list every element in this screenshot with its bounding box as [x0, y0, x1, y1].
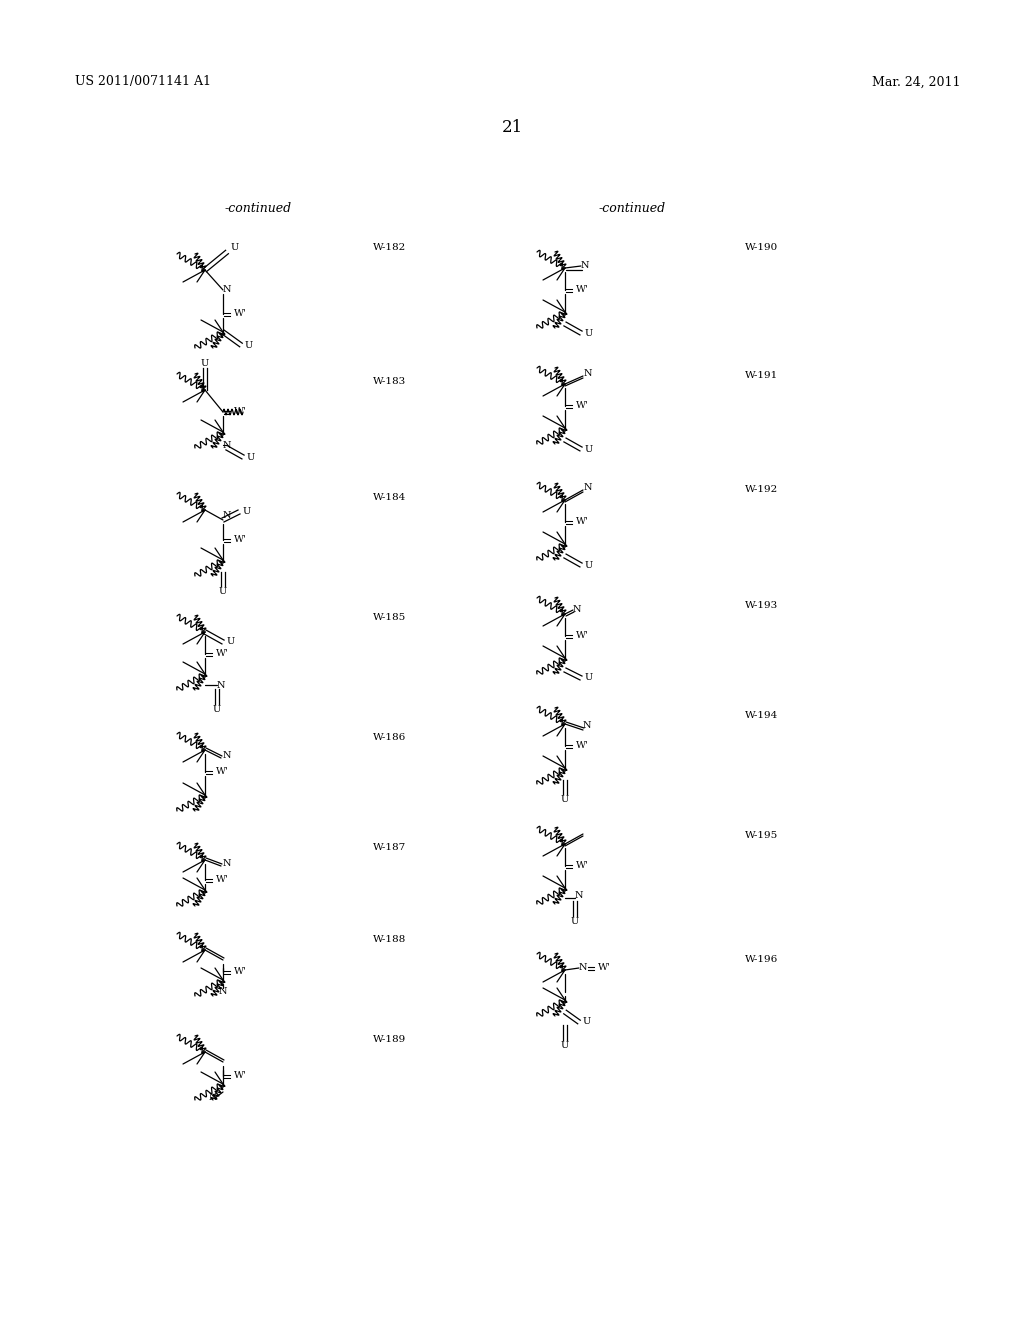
Text: N: N: [584, 483, 592, 491]
Text: U: U: [585, 673, 593, 682]
Text: W': W': [234, 408, 247, 417]
Text: U: U: [243, 507, 251, 516]
Text: W-196: W-196: [745, 956, 778, 965]
Text: W-182: W-182: [374, 243, 407, 252]
Text: N: N: [217, 681, 225, 689]
Text: U: U: [561, 796, 569, 804]
Text: W-194: W-194: [745, 710, 778, 719]
Text: W-189: W-189: [374, 1035, 407, 1044]
Text: W-188: W-188: [374, 936, 407, 945]
Text: U: U: [585, 329, 593, 338]
Text: N: N: [223, 751, 231, 759]
Text: U: U: [245, 341, 253, 350]
Text: N: N: [223, 285, 231, 294]
Text: W-190: W-190: [745, 243, 778, 252]
Text: W-191: W-191: [745, 371, 778, 380]
Text: U: U: [227, 638, 236, 647]
Text: 21: 21: [502, 120, 522, 136]
Text: W': W': [598, 964, 610, 973]
Text: W': W': [575, 285, 589, 294]
Text: W': W': [216, 649, 228, 659]
Text: N: N: [572, 606, 582, 615]
Text: -continued: -continued: [224, 202, 292, 214]
Text: W': W': [234, 1072, 247, 1081]
Text: W': W': [234, 968, 247, 977]
Text: N: N: [583, 722, 591, 730]
Text: W': W': [234, 536, 247, 544]
Text: U: U: [583, 1018, 591, 1027]
Text: W': W': [575, 742, 589, 751]
Text: N: N: [223, 511, 231, 520]
Text: W-184: W-184: [374, 492, 407, 502]
Text: U: U: [247, 453, 255, 462]
Text: U: U: [570, 917, 580, 927]
Text: Mar. 24, 2011: Mar. 24, 2011: [871, 75, 961, 88]
Text: W': W': [575, 631, 589, 640]
Text: W': W': [216, 767, 228, 776]
Text: W-192: W-192: [745, 486, 778, 495]
Text: N: N: [223, 441, 231, 450]
Text: W': W': [216, 875, 228, 884]
Text: N: N: [223, 858, 231, 867]
Text: W-187: W-187: [374, 843, 407, 853]
Text: W': W': [575, 862, 589, 870]
Text: -continued: -continued: [598, 202, 666, 214]
Text: W-185: W-185: [374, 614, 407, 623]
Text: U: U: [201, 359, 209, 367]
Text: U: U: [585, 561, 593, 569]
Text: W-195: W-195: [745, 830, 778, 840]
Text: W-183: W-183: [374, 378, 407, 387]
Text: N: N: [219, 987, 227, 997]
Text: N: N: [579, 964, 587, 973]
Text: W-193: W-193: [745, 601, 778, 610]
Text: W': W': [234, 309, 247, 318]
Text: N: N: [584, 370, 592, 379]
Text: W-186: W-186: [374, 734, 407, 742]
Text: N: N: [209, 1093, 217, 1102]
Text: US 2011/0071141 A1: US 2011/0071141 A1: [75, 75, 211, 88]
Text: U: U: [213, 705, 221, 714]
Text: W': W': [575, 401, 589, 411]
Text: U: U: [561, 1041, 569, 1051]
Text: N: N: [574, 891, 584, 900]
Text: N: N: [581, 261, 589, 271]
Text: U: U: [231, 243, 240, 252]
Text: U: U: [585, 445, 593, 454]
Text: W': W': [575, 517, 589, 527]
Text: U: U: [219, 587, 227, 597]
